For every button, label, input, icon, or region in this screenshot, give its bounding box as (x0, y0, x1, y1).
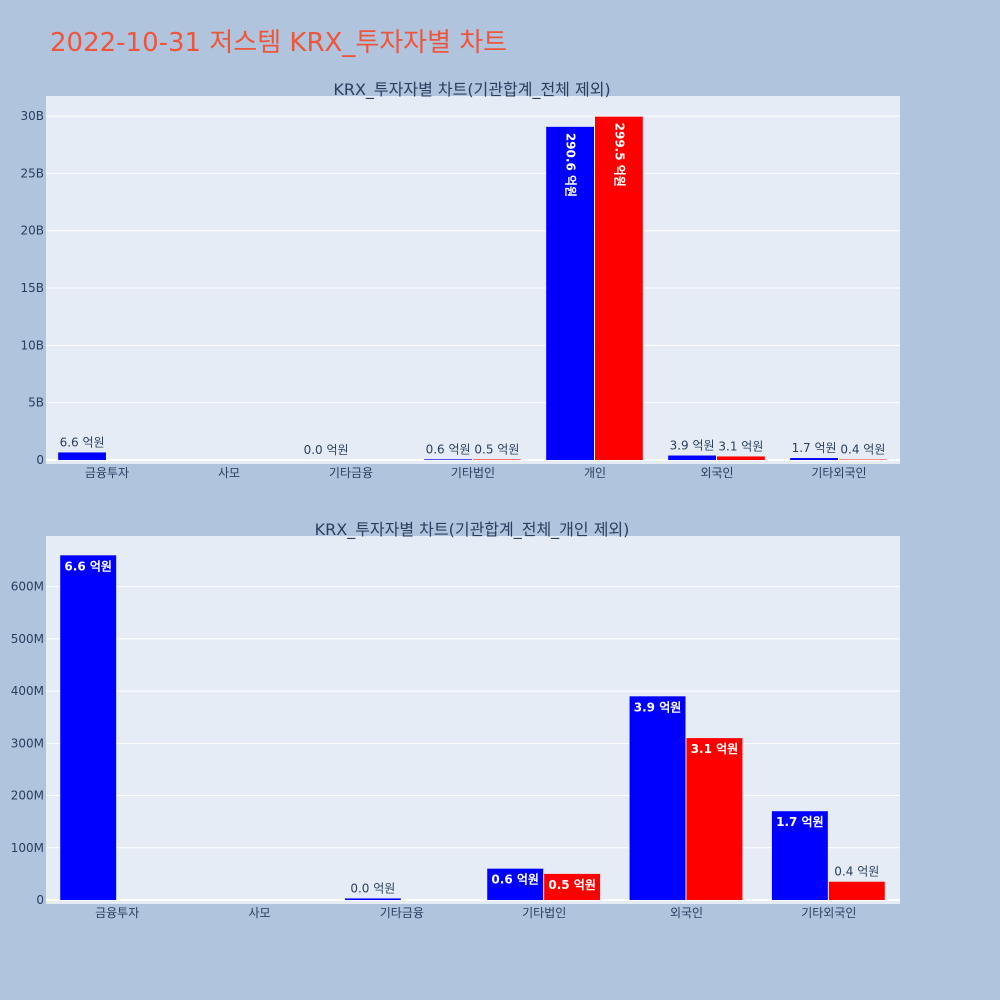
chart1-data-label: 299.5 억원 (612, 123, 626, 187)
chart1-ytick-label: 20B (20, 224, 44, 238)
chart2-bar (686, 738, 743, 900)
chart1-bar (58, 452, 106, 460)
page-title: 2022-10-31 저스템 KRX_투자자별 차트 (50, 28, 508, 58)
chart1-xtick-label: 개인 (584, 466, 606, 480)
chart2-data-label: 0.4 억원 (834, 865, 879, 879)
chart1-data-label: 1.7 억원 (792, 441, 837, 455)
chart2-xtick-label: 기타외국인 (801, 906, 856, 920)
chart1-data-label: 3.1 억원 (718, 439, 763, 453)
chart1-data-label: 3.9 억원 (670, 439, 715, 453)
chart1-bar (546, 126, 594, 460)
chart2-bar (828, 881, 885, 900)
chart1-ytick-label: 10B (20, 338, 44, 352)
chart1-xtick-label: 사모 (218, 466, 240, 480)
chart2-data-label: 1.7 억원 (776, 815, 824, 829)
chart2-data-label: 6.6 억원 (64, 559, 112, 573)
chart1-data-label: 0.0 억원 (304, 443, 349, 457)
chart1-data-label: 0.6 억원 (426, 442, 471, 456)
chart1-xtick-label: 외국인 (700, 466, 733, 480)
chart1-data-label: 0.5 억원 (474, 442, 519, 456)
chart2-bar (344, 898, 401, 900)
chart1-xtick-label: 기타금융 (329, 466, 373, 480)
chart1-title: KRX_투자자별 차트(기관합계_전체 제외) (333, 80, 610, 100)
chart2-ytick-label: 0 (36, 893, 44, 907)
chart2-data-label: 0.0 억원 (350, 881, 395, 895)
chart2-xtick-label: 기타금융 (380, 906, 424, 920)
chart2-data-label: 0.6 억원 (491, 873, 539, 887)
chart1-ytick-label: 30B (20, 109, 44, 123)
chart2-xtick-label: 외국인 (670, 906, 703, 920)
chart2-ytick-label: 300M (11, 736, 44, 750)
chart1-bar (595, 116, 643, 460)
chart2-ytick-label: 200M (11, 789, 44, 803)
chart1-bar (424, 459, 472, 460)
chart1-data-label: 0.4 억원 (840, 443, 885, 457)
chart1-ytick-label: 5B (28, 396, 44, 410)
chart1-bar (668, 455, 716, 460)
chart2-title: KRX_투자자별 차트(기관합계_전체_개인 제외) (315, 520, 630, 540)
chart1-xtick-label: 기타외국인 (811, 466, 866, 480)
chart1-ytick-label: 0 (36, 453, 44, 467)
chart2-bar (60, 555, 117, 900)
chart2-xtick-label: 금융투자 (95, 906, 139, 920)
chart2-ytick-label: 600M (11, 580, 44, 594)
chart2-plot-area (46, 536, 900, 904)
chart1-data-label: 290.6 억원 (564, 133, 578, 197)
chart2-ytick-label: 100M (11, 841, 44, 855)
chart2-data-label: 3.1 억원 (691, 742, 739, 756)
chart1-bar (790, 458, 838, 460)
chart1-plot-area (46, 96, 900, 464)
chart2-data-label: 3.9 억원 (634, 700, 682, 714)
chart1-bar (473, 459, 521, 460)
chart2-bar (544, 873, 601, 900)
chart2-bar (487, 868, 544, 900)
chart2-bar (771, 811, 828, 900)
chart1-xtick-label: 금융투자 (85, 466, 129, 480)
chart2-data-label: 0.5 억원 (548, 878, 596, 892)
chart1-xtick-label: 기타법인 (451, 466, 495, 480)
chart2-xtick-label: 사모 (248, 906, 270, 920)
chart2-xtick-label: 기타법인 (522, 906, 566, 920)
chart1-ytick-label: 25B (20, 166, 44, 180)
chart1-ytick-label: 15B (20, 281, 44, 295)
chart2-ytick-label: 400M (11, 684, 44, 698)
chart1-bar (717, 456, 765, 460)
chart2-ytick-label: 500M (11, 632, 44, 646)
chart2-bar (629, 696, 686, 900)
chart1-data-label: 6.6 억원 (60, 435, 105, 449)
